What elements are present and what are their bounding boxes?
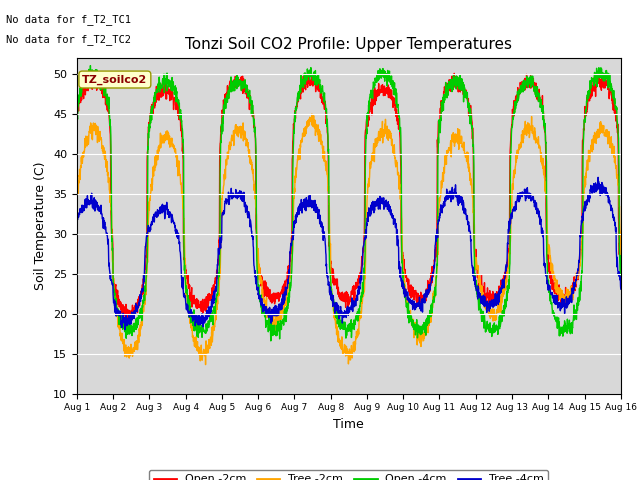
Tree -4cm	[507, 212, 515, 217]
Text: No data for f_T2_TC1: No data for f_T2_TC1	[6, 14, 131, 25]
Tree -4cm	[595, 174, 602, 180]
Tree -4cm	[569, 290, 577, 296]
Line: Tree -4cm: Tree -4cm	[77, 177, 621, 330]
Open -4cm	[86, 63, 94, 69]
Tree -4cm	[121, 327, 129, 333]
Tree -2cm	[508, 205, 515, 211]
Tree -4cm	[73, 216, 81, 222]
Open -2cm	[73, 104, 81, 109]
Open -4cm	[267, 338, 275, 344]
Open -2cm	[569, 283, 577, 289]
Line: Open -4cm: Open -4cm	[77, 66, 621, 341]
Y-axis label: Soil Temperature (C): Soil Temperature (C)	[35, 161, 47, 290]
Text: TZ_soilco2: TZ_soilco2	[82, 74, 147, 84]
Line: Open -2cm: Open -2cm	[77, 72, 621, 321]
Open -2cm	[376, 87, 384, 93]
Tree -4cm	[617, 286, 625, 292]
Open -4cm	[365, 107, 372, 113]
Tree -2cm	[365, 184, 372, 190]
Open -2cm	[225, 95, 232, 100]
Legend: Open -2cm, Tree -2cm, Open -4cm, Tree -4cm: Open -2cm, Tree -2cm, Open -4cm, Tree -4…	[149, 470, 548, 480]
Tree -2cm	[570, 294, 577, 300]
Tree -4cm	[584, 192, 592, 198]
Line: Tree -2cm: Tree -2cm	[77, 114, 621, 365]
X-axis label: Time: Time	[333, 418, 364, 431]
Tree -2cm	[225, 148, 232, 154]
Open -2cm	[365, 114, 372, 120]
Open -4cm	[584, 93, 592, 98]
Open -2cm	[584, 96, 592, 101]
Open -2cm	[122, 318, 129, 324]
Open -2cm	[598, 70, 605, 75]
Tree -4cm	[365, 211, 372, 216]
Open -2cm	[507, 133, 515, 139]
Open -2cm	[617, 243, 625, 249]
Tree -2cm	[73, 197, 81, 203]
Tree -2cm	[584, 158, 592, 164]
Tree -4cm	[225, 194, 232, 200]
Tree -2cm	[377, 131, 385, 137]
Text: No data for f_T2_TC2: No data for f_T2_TC2	[6, 34, 131, 45]
Tree -2cm	[308, 111, 316, 117]
Open -4cm	[508, 137, 515, 143]
Tree -4cm	[376, 194, 384, 200]
Open -4cm	[617, 253, 625, 259]
Title: Tonzi Soil CO2 Profile: Upper Temperatures: Tonzi Soil CO2 Profile: Upper Temperatur…	[186, 37, 512, 52]
Open -4cm	[377, 70, 385, 76]
Tree -2cm	[617, 265, 625, 271]
Open -4cm	[225, 96, 232, 101]
Tree -2cm	[202, 362, 209, 368]
Open -4cm	[73, 115, 81, 120]
Open -4cm	[570, 318, 577, 324]
